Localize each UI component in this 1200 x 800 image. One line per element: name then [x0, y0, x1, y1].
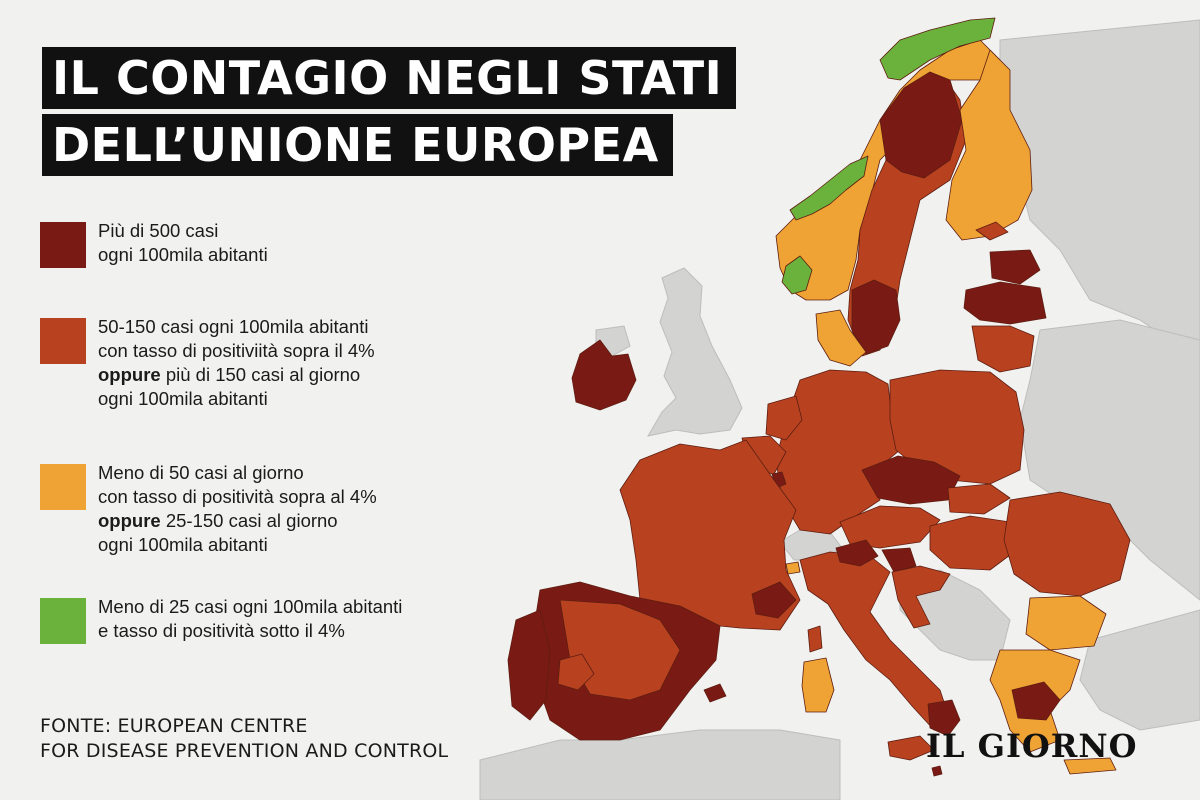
legend-swatch-green [40, 598, 86, 644]
region-spain-madrid [557, 653, 595, 691]
non-eu-countries [479, 19, 1200, 800]
region-romania [1003, 491, 1131, 597]
legend-line: oppure 25-150 casi al giorno [98, 510, 338, 531]
region-slovenia [881, 547, 917, 573]
eu-countries [507, 17, 1131, 777]
legend-line: 50-150 casi ogni 100mila abitanti [98, 316, 369, 337]
region-portugal [507, 609, 551, 721]
region-balearic-islands [703, 683, 727, 703]
source-line-2: FOR DISEASE PREVENTION AND CONTROL [40, 740, 449, 762]
region-poland [889, 369, 1025, 485]
legend-text: 50-150 casi ogni 100mila abitanti con tas… [98, 315, 538, 411]
legend-bold: oppure [98, 510, 161, 531]
legend-text: Più di 500 casi ogni 100mila abitanti [98, 219, 538, 267]
legend-line: con tasso di positività sopra al 4% [98, 486, 377, 507]
region-sicily [887, 735, 935, 761]
region-ireland [571, 339, 637, 411]
region-norway-north [879, 17, 996, 81]
region-denmark [815, 309, 867, 367]
region-finland [945, 49, 1033, 241]
legend-text: Meno di 25 casi ogni 100mila abitanti e t… [98, 595, 538, 643]
region-hungary [929, 515, 1015, 571]
legend-line: Più di 500 casi [98, 220, 219, 241]
region-great-britain [646, 267, 743, 437]
region-aosta-valley [785, 561, 801, 575]
region-italy-south [927, 699, 961, 737]
region-crete [1063, 757, 1117, 775]
region-bulgaria [1025, 595, 1107, 651]
source-note: FONTE: EUROPEAN CENTRE FOR DISEASE PREVE… [40, 714, 448, 764]
legend-line: oppure più di 150 casi al giorno [98, 364, 361, 385]
legend-line: e tasso di positività sotto il 4% [98, 620, 345, 641]
title-line-1: IL CONTAGIO NEGLI STATI [42, 47, 737, 109]
legend-line: ogni 100mila abitanti [98, 244, 268, 265]
title-line-2: DELL’UNIONE EUROPEA [42, 114, 673, 176]
region-croatia [891, 565, 951, 629]
region-netherlands [765, 395, 803, 441]
region-slovakia [947, 483, 1011, 515]
region-greece-central [1011, 681, 1061, 721]
region-sweden-south [851, 279, 901, 355]
region-norway-south [781, 255, 813, 295]
region-malta [931, 765, 943, 777]
region-sardinia [801, 657, 835, 713]
region-italy-northwest [835, 539, 879, 567]
region-lithuania [971, 325, 1035, 373]
legend-line: ogni 100mila abitanti [98, 388, 268, 409]
region-estonia [989, 249, 1041, 285]
region-turkey [1079, 609, 1200, 731]
legend-swatch-orange [40, 464, 86, 510]
region-sweden-north [879, 71, 963, 179]
source-line-1: FONTE: EUROPEAN CENTRE [40, 715, 308, 737]
region-france-southeast [751, 581, 797, 619]
legend-text: Meno di 50 casi al giorno con tasso di po… [98, 461, 538, 557]
legend-swatch-dark-red [40, 222, 86, 268]
region-corsica [807, 625, 823, 653]
legend-swatch-red [40, 318, 86, 364]
il-giorno-logo: IL GIORNO [926, 727, 1138, 765]
region-finland-south [975, 221, 1009, 241]
legend-line: Meno di 50 casi al giorno [98, 462, 304, 483]
region-france [619, 439, 801, 631]
region-latvia [963, 281, 1047, 325]
legend-line: con tasso di positiviità sopra il 4% [98, 340, 375, 361]
legend-line: ogni 100mila abitanti [98, 534, 268, 555]
region-norway-central [789, 155, 869, 221]
legend-line: Meno di 25 casi ogni 100mila abitanti [98, 596, 403, 617]
legend-bold: oppure [98, 364, 161, 385]
